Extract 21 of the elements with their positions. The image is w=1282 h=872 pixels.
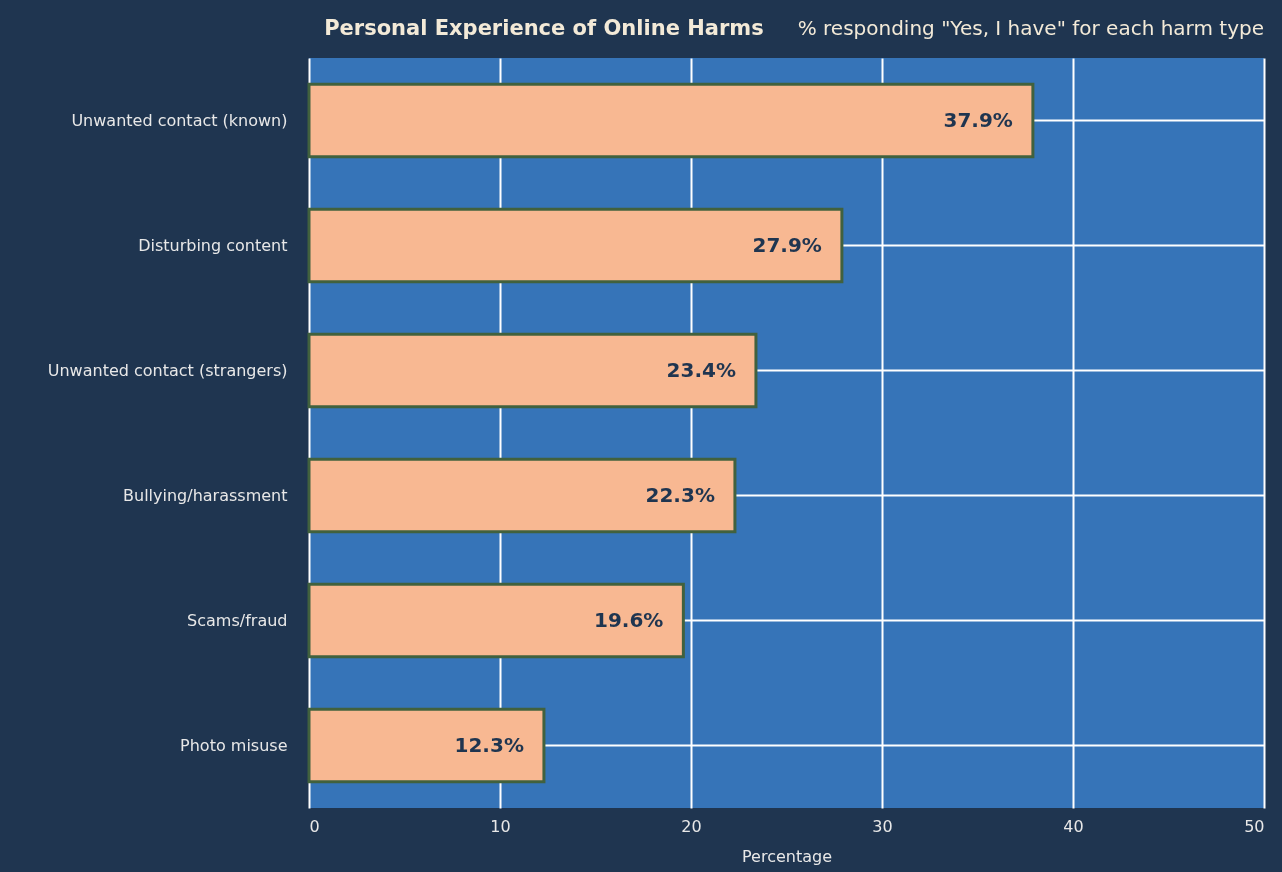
data-label: 27.9% bbox=[752, 232, 822, 257]
chart-subtitle: % responding "Yes, I have" for each harm type bbox=[797, 16, 1264, 40]
y-tick-label: Photo misuse bbox=[180, 735, 288, 755]
data-label: 22.3% bbox=[645, 482, 715, 507]
x-tick-label: 50 bbox=[1244, 816, 1265, 836]
y-tick-label: Unwanted contact (known) bbox=[71, 110, 288, 130]
x-tick-label: 20 bbox=[681, 816, 702, 836]
y-tick-label: Scams/fraud bbox=[187, 610, 288, 630]
x-axis-title: Percentage bbox=[741, 846, 833, 866]
data-label: 12.3% bbox=[454, 732, 524, 757]
chart-title: Personal Experience of Online Harms bbox=[324, 16, 764, 40]
x-tick-label: 0 bbox=[309, 816, 320, 836]
x-tick-label: 30 bbox=[872, 816, 893, 836]
data-label: 37.9% bbox=[943, 107, 1013, 132]
y-tick-label: Bullying/harassment bbox=[123, 485, 288, 505]
y-tick-label: Disturbing content bbox=[138, 235, 288, 255]
data-label: 19.6% bbox=[593, 607, 664, 632]
x-tick-label: 10 bbox=[490, 816, 511, 836]
data-label: 23.4% bbox=[666, 357, 736, 382]
x-tick-label: 40 bbox=[1063, 816, 1084, 836]
y-tick-label: Unwanted contact (strangers) bbox=[47, 360, 288, 380]
